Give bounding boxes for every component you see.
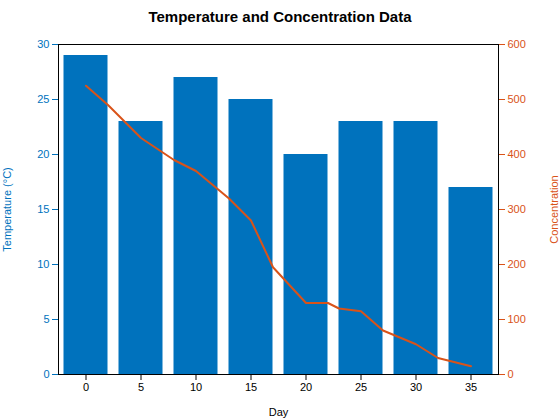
svg-text:400: 400 — [508, 148, 526, 160]
svg-text:600: 600 — [508, 38, 526, 50]
svg-text:5: 5 — [138, 381, 144, 393]
svg-text:25: 25 — [37, 93, 49, 105]
svg-text:35: 35 — [465, 381, 477, 393]
svg-text:Day: Day — [269, 406, 289, 418]
svg-text:500: 500 — [508, 93, 526, 105]
svg-text:25: 25 — [355, 381, 367, 393]
svg-text:Temperature (°C): Temperature (°C) — [1, 167, 13, 251]
svg-text:10: 10 — [190, 381, 202, 393]
svg-text:0: 0 — [43, 368, 49, 380]
svg-text:20: 20 — [300, 381, 312, 393]
svg-text:30: 30 — [410, 381, 422, 393]
svg-text:0: 0 — [508, 368, 514, 380]
svg-text:200: 200 — [508, 258, 526, 270]
svg-text:5: 5 — [43, 313, 49, 325]
svg-text:15: 15 — [245, 381, 257, 393]
svg-text:20: 20 — [37, 148, 49, 160]
svg-text:300: 300 — [508, 203, 526, 215]
svg-text:15: 15 — [37, 203, 49, 215]
svg-text:Concentration: Concentration — [548, 175, 560, 244]
html-text:Temperature and Concentration: Temperature and Concentration Data — [148, 8, 412, 25]
svg-text:10: 10 — [37, 258, 49, 270]
svg-text:0: 0 — [83, 381, 89, 393]
svg-text:30: 30 — [37, 38, 49, 50]
svg-text:100: 100 — [508, 313, 526, 325]
